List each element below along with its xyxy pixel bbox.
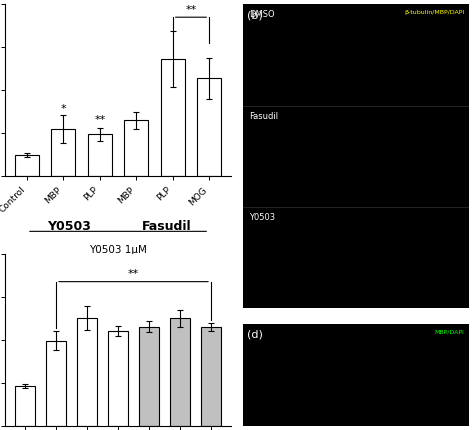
Bar [88, 134, 112, 176]
Text: Y0503: Y0503 [249, 213, 275, 222]
Text: Y0503 1μM: Y0503 1μM [89, 245, 147, 255]
Bar [77, 318, 97, 426]
Bar [108, 331, 128, 426]
Text: DMSO: DMSO [249, 10, 275, 19]
Text: **: ** [128, 270, 139, 280]
Text: *: * [61, 104, 66, 114]
Bar [201, 327, 221, 426]
Bar [197, 78, 221, 176]
Text: Fasudil: Fasudil [249, 112, 279, 121]
Bar [46, 341, 66, 426]
Text: β-tubulin/MBP/DAPI: β-tubulin/MBP/DAPI [404, 10, 465, 15]
Bar [52, 129, 75, 176]
Text: (b): (b) [247, 10, 263, 20]
Text: MBP/DAPI: MBP/DAPI [435, 329, 465, 335]
Text: Y0503: Y0503 [47, 220, 91, 233]
Bar [170, 318, 190, 426]
Text: **: ** [94, 115, 105, 125]
Text: Fasudil: Fasudil [142, 220, 191, 233]
Text: (d): (d) [247, 329, 263, 339]
Bar [15, 386, 35, 426]
Bar [15, 155, 39, 176]
Bar [124, 120, 148, 176]
Bar [161, 59, 184, 176]
Text: **: ** [185, 5, 197, 15]
Bar [139, 327, 159, 426]
